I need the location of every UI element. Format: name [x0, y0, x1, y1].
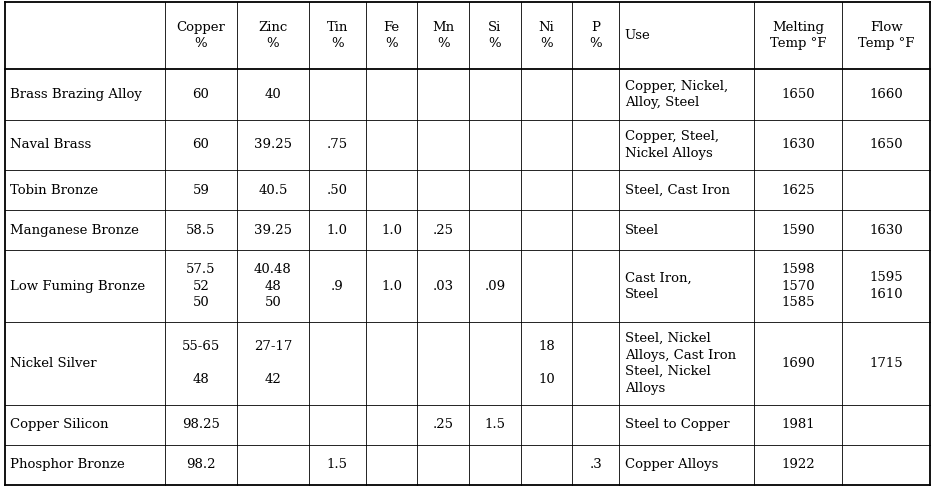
Text: Steel: Steel — [625, 224, 659, 237]
Text: 1660: 1660 — [870, 88, 903, 101]
Text: Zinc
%: Zinc % — [258, 21, 287, 51]
Text: Copper Alloys: Copper Alloys — [625, 458, 718, 471]
Text: Ni
%: Ni % — [539, 21, 554, 51]
Text: 60: 60 — [193, 138, 209, 151]
Text: 59: 59 — [193, 184, 209, 197]
Text: Cast Iron,
Steel: Cast Iron, Steel — [625, 271, 691, 301]
Text: 40.5: 40.5 — [258, 184, 288, 197]
Text: Tin
%: Tin % — [326, 21, 348, 51]
Text: Flow
Temp °F: Flow Temp °F — [858, 21, 914, 51]
Text: 1.0: 1.0 — [381, 280, 402, 293]
Text: Use: Use — [625, 29, 651, 42]
Text: Melting
Temp °F: Melting Temp °F — [770, 21, 827, 51]
Text: 1981: 1981 — [782, 418, 814, 431]
Text: Si
%: Si % — [488, 21, 501, 51]
Text: 1690: 1690 — [781, 357, 815, 370]
Text: Steel, Cast Iron: Steel, Cast Iron — [625, 184, 729, 197]
Text: 1630: 1630 — [870, 224, 903, 237]
Text: 1650: 1650 — [870, 138, 903, 151]
Text: Low Fuming Bronze: Low Fuming Bronze — [10, 280, 146, 293]
Text: 1598
1570
1585: 1598 1570 1585 — [782, 263, 814, 309]
Text: Brass Brazing Alloy: Brass Brazing Alloy — [10, 88, 142, 101]
Text: 1715: 1715 — [870, 357, 903, 370]
Text: 1.5: 1.5 — [484, 418, 506, 431]
Text: Nickel Silver: Nickel Silver — [10, 357, 97, 370]
Text: Copper Silicon: Copper Silicon — [10, 418, 108, 431]
Text: .09: .09 — [484, 280, 506, 293]
Text: 1650: 1650 — [782, 88, 814, 101]
Text: Naval Brass: Naval Brass — [10, 138, 92, 151]
Text: P
%: P % — [589, 21, 602, 51]
Text: 18

10: 18 10 — [539, 340, 555, 386]
Text: 57.5
52
50: 57.5 52 50 — [186, 263, 216, 309]
Text: 40.48
48
50: 40.48 48 50 — [254, 263, 292, 309]
Text: 40: 40 — [265, 88, 281, 101]
Text: Copper, Nickel,
Alloy, Steel: Copper, Nickel, Alloy, Steel — [625, 79, 727, 109]
Text: 1590: 1590 — [782, 224, 814, 237]
Text: 1.0: 1.0 — [381, 224, 402, 237]
Text: .9: .9 — [331, 280, 343, 293]
Text: 60: 60 — [193, 88, 209, 101]
Text: 1595
1610: 1595 1610 — [870, 271, 903, 301]
Text: 1922: 1922 — [782, 458, 814, 471]
Text: 1.0: 1.0 — [326, 224, 348, 237]
Text: Copper, Steel,
Nickel Alloys: Copper, Steel, Nickel Alloys — [625, 130, 719, 160]
Text: 98.2: 98.2 — [186, 458, 216, 471]
Text: 58.5: 58.5 — [186, 224, 216, 237]
Text: .03: .03 — [433, 280, 453, 293]
Text: .50: .50 — [326, 184, 348, 197]
Text: 39.25: 39.25 — [253, 138, 292, 151]
Text: Mn
%: Mn % — [432, 21, 454, 51]
Text: 55-65

48: 55-65 48 — [181, 340, 220, 386]
Text: 1.5: 1.5 — [326, 458, 348, 471]
Text: Tobin Bronze: Tobin Bronze — [10, 184, 98, 197]
Text: Manganese Bronze: Manganese Bronze — [10, 224, 139, 237]
Text: Steel, Nickel
Alloys, Cast Iron
Steel, Nickel
Alloys: Steel, Nickel Alloys, Cast Iron Steel, N… — [625, 332, 736, 394]
Text: Fe
%: Fe % — [383, 21, 399, 51]
Text: 1630: 1630 — [781, 138, 815, 151]
Text: .3: .3 — [589, 458, 602, 471]
Text: 98.25: 98.25 — [182, 418, 220, 431]
Text: 27-17

42: 27-17 42 — [253, 340, 292, 386]
Text: Copper
%: Copper % — [177, 21, 225, 51]
Text: Steel to Copper: Steel to Copper — [625, 418, 729, 431]
Text: .25: .25 — [433, 418, 453, 431]
Text: 1625: 1625 — [782, 184, 814, 197]
Text: 39.25: 39.25 — [253, 224, 292, 237]
Text: Phosphor Bronze: Phosphor Bronze — [10, 458, 125, 471]
Text: .75: .75 — [326, 138, 348, 151]
Text: .25: .25 — [433, 224, 453, 237]
